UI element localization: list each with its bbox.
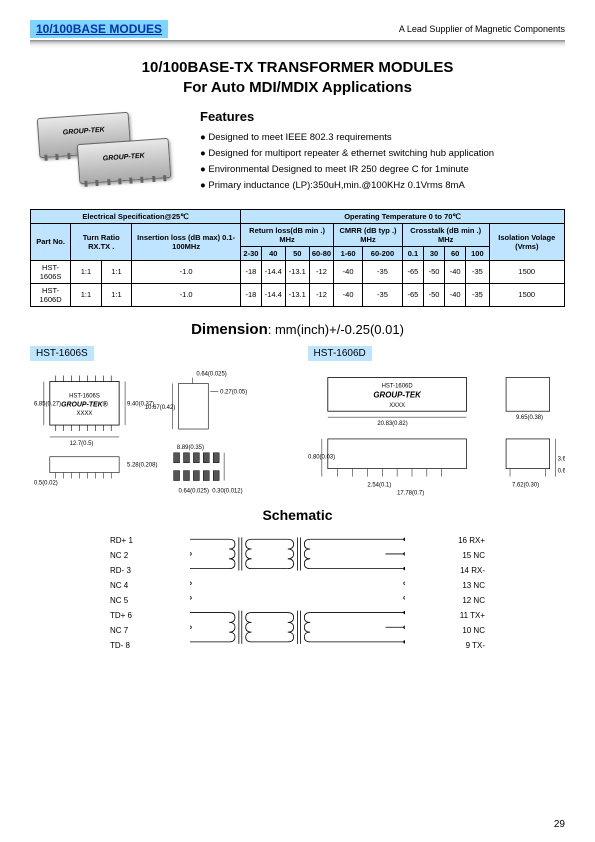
- part-label-s: HST-1606S: [30, 346, 94, 361]
- th-ct-2: 60: [445, 246, 466, 260]
- top-bar: 10/100BASE MODUES A Lead Supplier of Mag…: [30, 20, 565, 38]
- feature-item: Designed to meet IEEE 802.3 requirements: [200, 130, 565, 146]
- pin-left: RD+ 1: [110, 533, 133, 548]
- th-cmrr: CMRR (dB typ .) MHz: [334, 223, 403, 246]
- chip-brand-back: GROUP-TEK: [38, 113, 129, 138]
- svg-text:2.54(0.1): 2.54(0.1): [367, 482, 391, 488]
- th-return-loss: Return loss(dB min .) MHz: [241, 223, 334, 246]
- pin-right: 14 RX-: [458, 563, 485, 578]
- svg-text:XXXX: XXXX: [389, 403, 405, 409]
- divider-gradient: [30, 40, 565, 48]
- svg-text:0.80(0.03): 0.80(0.03): [308, 454, 335, 460]
- schematic-diagram: RD+ 1 NC 2 RD- 3 NC 4 NC 5 TD+ 6 NC 7 TD…: [30, 529, 565, 659]
- supplier-label: A Lead Supplier of Magnetic Components: [399, 24, 565, 34]
- pin-left: RD- 3: [110, 563, 133, 578]
- svg-text:7.62(0.30): 7.62(0.30): [512, 482, 539, 488]
- svg-text:0.64(0.025): 0.64(0.025): [196, 371, 226, 377]
- svg-text:3.60(0.14): 3.60(0.14): [557, 456, 565, 462]
- th-isolation: Isolation Volage (Vrms): [489, 223, 564, 260]
- th-rl-0: 2-30: [241, 246, 262, 260]
- product-image: GROUP-TEK GROUP-TEK: [30, 109, 180, 194]
- th-op-temp: Operating Temperature 0 to 70℃: [241, 209, 565, 223]
- svg-text:9.65(0.38): 9.65(0.38): [515, 415, 542, 421]
- pin-right: 12 NC: [458, 593, 485, 608]
- title-line1: 10/100BASE-TX TRANSFORMER MODULES: [30, 58, 565, 78]
- chip-brand-front: GROUP-TEK: [78, 139, 169, 164]
- svg-text:0.27(0.05): 0.27(0.05): [220, 389, 247, 395]
- svg-text:XXXX: XXXX: [77, 411, 93, 417]
- pin-left: NC 4: [110, 578, 133, 593]
- pin-right: 13 NC: [458, 578, 485, 593]
- table-row: HST-1606S 1:1 1:1 -1.0 -18 -14.4 -13.1 -…: [31, 260, 565, 283]
- pin-left: TD+ 6: [110, 608, 133, 623]
- th-cm-1: 60-200: [363, 246, 403, 260]
- th-ct-0: 0.1: [402, 246, 423, 260]
- schematic-heading: Schematic: [30, 507, 565, 523]
- svg-text:8.89(0.35): 8.89(0.35): [177, 444, 204, 450]
- th-rl-3: 60-80: [309, 246, 333, 260]
- pin-left: TD- 8: [110, 638, 133, 653]
- svg-text:10.67(0.42): 10.67(0.42): [145, 405, 175, 411]
- spec-table: Electrical Specification@25℃ Operating T…: [30, 209, 565, 307]
- feature-item: Designed for multiport repeater & ethern…: [200, 146, 565, 162]
- pin-right: 10 NC: [458, 623, 485, 638]
- svg-text:GROUP-TEK®: GROUP-TEK®: [61, 400, 109, 408]
- th-insertion: Insertion loss (dB max) 0.1-100MHz: [132, 223, 241, 260]
- th-partno: Part No.: [31, 223, 71, 260]
- svg-text:0.5(0.02): 0.5(0.02): [34, 480, 58, 486]
- feature-item: Primary inductance (LP):350uH,min.@100KH…: [200, 178, 565, 194]
- pin-right: 11 TX+: [458, 608, 485, 623]
- mech-drawing-s: HST-1606S GROUP-TEK® XXXX 6.85(0.27) 9.4…: [30, 367, 288, 497]
- th-ct-1: 30: [423, 246, 444, 260]
- feature-item: Environmental Designed to meet IR 250 de…: [200, 162, 565, 178]
- svg-text:12.7(0.5): 12.7(0.5): [70, 440, 94, 446]
- th-rl-1: 40: [261, 246, 285, 260]
- table-row: HST-1606D 1:1 1:1 -1.0 -18 -14.4 -13.1 -…: [31, 283, 565, 306]
- svg-text:20.83(0.82): 20.83(0.82): [377, 421, 407, 427]
- svg-text:GROUP-TEK: GROUP-TEK: [373, 390, 422, 399]
- pin-left: NC 5: [110, 593, 133, 608]
- th-ct-3: 100: [466, 246, 489, 260]
- th-rl-2: 50: [285, 246, 309, 260]
- pin-left: NC 7: [110, 623, 133, 638]
- pin-right: 9 TX-: [458, 638, 485, 653]
- pin-right: 16 RX+: [458, 533, 485, 548]
- category-label: 10/100BASE MODUES: [30, 20, 168, 38]
- page-title: 10/100BASE-TX TRANSFORMER MODULES For Au…: [30, 58, 565, 97]
- th-spec-at: Electrical Specification@25℃: [31, 209, 241, 223]
- mech-drawing-d: HST-1606D GROUP-TEK XXXX 20.83(0.82) 2.5…: [308, 367, 566, 497]
- part-label-d: HST-1606D: [308, 346, 372, 361]
- th-turn-ratio: Turn Ratio RX.TX .: [71, 223, 132, 260]
- th-crosstalk: Crosstalk (dB min .) MHz: [402, 223, 489, 246]
- svg-text:6.85(0.27): 6.85(0.27): [34, 401, 61, 407]
- svg-text:0.64(0.025): 0.64(0.025): [179, 488, 209, 494]
- th-cm-0: 1-60: [334, 246, 363, 260]
- svg-text:HST-1606D: HST-1606D: [381, 383, 412, 389]
- svg-text:5.28(0.208): 5.28(0.208): [127, 462, 157, 468]
- pin-right: 15 NC: [458, 548, 485, 563]
- title-line2: For Auto MDI/MDIX Applications: [30, 78, 565, 98]
- features-list: Designed to meet IEEE 802.3 requirements…: [200, 130, 565, 195]
- dimension-heading: Dimension: mm(inch)+/-0.25(0.01): [30, 321, 565, 338]
- svg-text:17.78(0.7): 17.78(0.7): [397, 490, 424, 496]
- pin-left: NC 2: [110, 548, 133, 563]
- features-heading: Features: [200, 109, 565, 124]
- svg-text:0.30(0.012): 0.30(0.012): [212, 488, 242, 494]
- svg-text:0.61(0.023): 0.61(0.023): [557, 468, 565, 474]
- svg-text:HST-1606S: HST-1606S: [69, 393, 100, 399]
- page-number: 29: [554, 819, 565, 830]
